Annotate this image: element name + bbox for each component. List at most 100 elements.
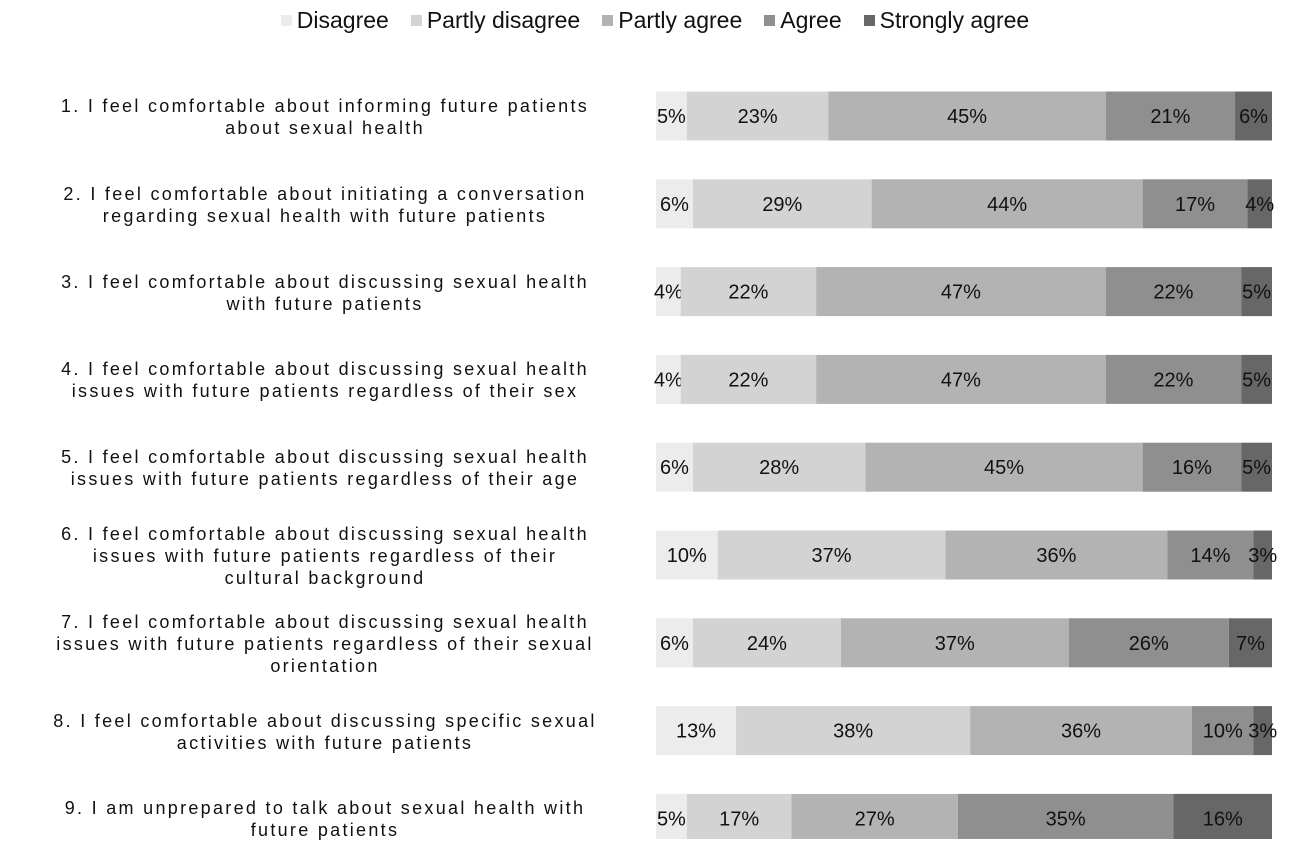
legend-label: Partly disagree (426, 6, 581, 33)
data-label: 28% (759, 457, 799, 479)
bar-segment (945, 530, 1168, 580)
bar-segment (828, 91, 1106, 141)
legend-swatch (764, 14, 776, 26)
bar-segment (1241, 267, 1272, 317)
bar-segment (816, 267, 1106, 317)
bar-segment (1105, 91, 1236, 141)
bar-segment (1253, 530, 1272, 580)
legend-swatch (602, 14, 614, 26)
data-label: 5% (1242, 282, 1271, 304)
data-label: 4% (654, 282, 683, 304)
bar-segment (1191, 706, 1254, 756)
bar-segment (686, 91, 829, 141)
bar-segment (656, 618, 693, 668)
data-label: 3% (1248, 545, 1277, 567)
data-label: 44% (987, 194, 1027, 216)
bar-segment (656, 793, 687, 839)
bar-segment (970, 706, 1192, 756)
legend: Disagree Partly disagree Partly agree Agree… (0, 0, 1290, 40)
bar-segment (871, 179, 1143, 229)
data-label: 17% (1175, 194, 1215, 216)
bar-segment (1167, 530, 1254, 580)
category-label: 2. I feel comfortable about initiating a… (63, 183, 587, 226)
legend-item: Partly disagree (410, 6, 581, 34)
data-label: 27% (855, 808, 895, 830)
data-label: 5% (657, 808, 686, 830)
bar-segment (717, 530, 946, 580)
bar-segment (656, 354, 681, 404)
bar-segment (680, 267, 817, 317)
data-label: 6% (660, 633, 689, 655)
data-label: 37% (812, 545, 852, 567)
bar-segment (736, 706, 971, 756)
bar-segment (791, 793, 958, 839)
bar-segment (1142, 179, 1248, 229)
legend-label: Disagree (296, 6, 389, 33)
bar-segment (1105, 354, 1242, 404)
bar-segment (656, 179, 693, 229)
data-label: 35% (1046, 808, 1086, 830)
data-label: 4% (1245, 194, 1274, 216)
bar-segment (692, 618, 841, 668)
bar-segment (816, 354, 1106, 404)
category-label: 9. I am unprepared to talk about sexual … (64, 798, 586, 841)
data-label: 47% (941, 282, 981, 304)
data-label: 10% (1203, 721, 1243, 743)
legend-item: Partly agree (602, 7, 742, 34)
bar-segment (656, 267, 681, 317)
bar-segment (692, 179, 872, 229)
data-label: 22% (1153, 282, 1193, 304)
bar-segment (840, 618, 1069, 668)
data-label: 13% (676, 721, 716, 743)
data-label: 16% (1203, 808, 1243, 830)
bar-segment (680, 354, 817, 404)
bar-segment (656, 706, 737, 756)
bar-segment (1235, 91, 1272, 141)
data-label: 21% (1150, 106, 1190, 128)
data-label: 3% (1248, 721, 1277, 743)
data-label: 23% (738, 106, 778, 128)
data-label: 5% (1242, 457, 1271, 479)
data-label: 24% (747, 633, 787, 655)
bar-segment (1247, 179, 1272, 229)
bar-segment (656, 442, 693, 492)
data-label: 22% (1153, 369, 1193, 391)
bar-segment (692, 442, 866, 492)
data-label: 16% (1172, 457, 1212, 479)
category-label: 8. I feel comfortable about discussing s… (53, 710, 597, 753)
legend-label: Strongly agree (879, 6, 1030, 33)
category-label: 4. I feel comfortable about discussing s… (61, 359, 589, 402)
data-label: 22% (728, 369, 768, 391)
legend-swatch (410, 14, 422, 26)
bar-segment (1241, 354, 1272, 404)
category-label: 6. I feel comfortable about discussing s… (61, 524, 589, 588)
data-label: 6% (660, 457, 689, 479)
data-label: 29% (762, 194, 802, 216)
bar-segment (1105, 267, 1242, 317)
bar-segment (957, 793, 1174, 839)
data-label: 47% (941, 369, 981, 391)
data-label: 5% (657, 106, 686, 128)
bar-segment (1241, 442, 1272, 492)
data-label: 38% (833, 721, 873, 743)
legend-swatch (863, 14, 875, 26)
data-label: 4% (654, 369, 683, 391)
category-label: 5. I feel comfortable about discussing s… (61, 447, 589, 490)
legend-item: Disagree (280, 6, 389, 34)
data-label: 36% (1061, 721, 1101, 743)
category-label: 1. I feel comfortable about informing fu… (60, 96, 590, 138)
bar-segment (1253, 706, 1272, 756)
bar-segment (1142, 442, 1242, 492)
data-label: 10% (667, 545, 707, 567)
data-label: 26% (1129, 633, 1169, 655)
legend-label: Partly agree (618, 6, 743, 33)
data-label: 6% (660, 194, 689, 216)
legend-item: Agree (764, 7, 842, 34)
legend-item: Strongly agree (863, 6, 1030, 34)
bar-segment (656, 91, 687, 141)
data-label: 17% (719, 808, 759, 830)
data-label: 36% (1036, 545, 1076, 567)
data-label: 45% (984, 457, 1024, 479)
data-label: 5% (1242, 369, 1271, 391)
